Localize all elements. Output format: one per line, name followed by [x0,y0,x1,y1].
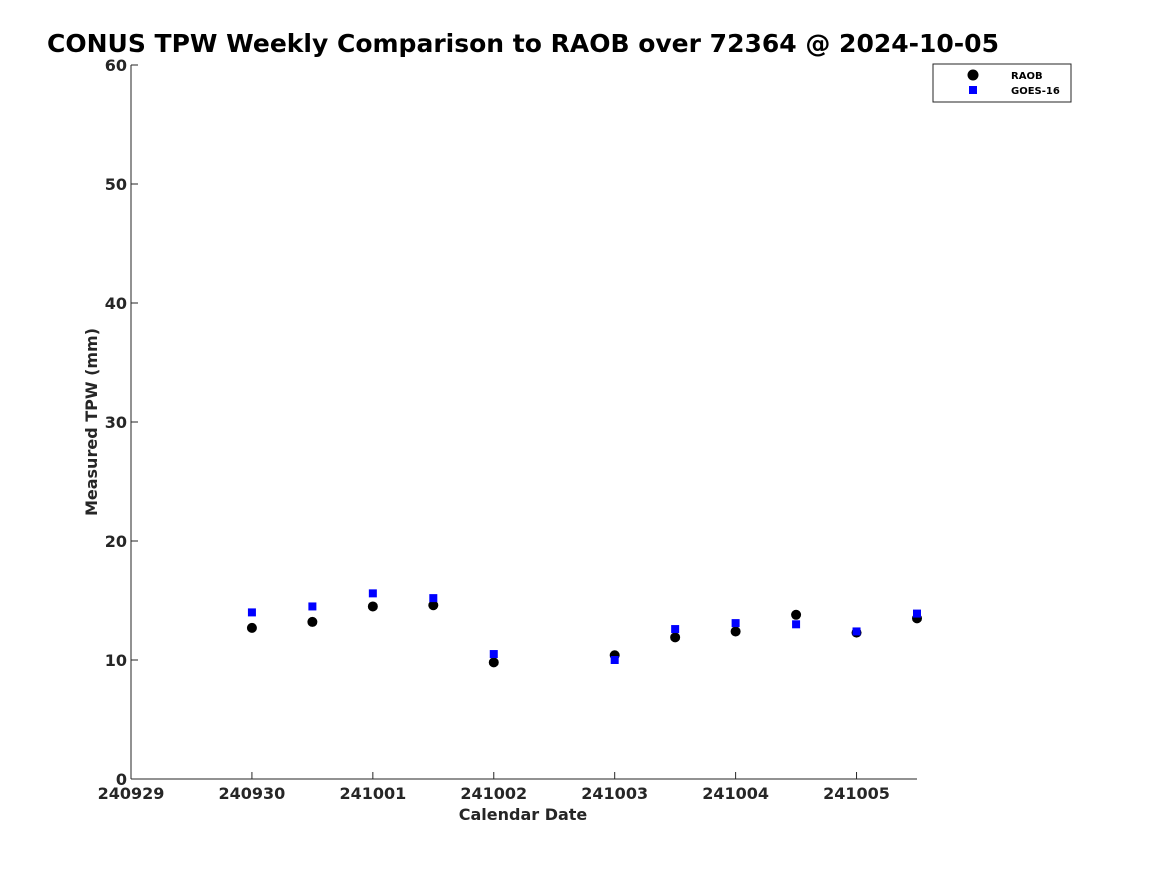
raob-point [428,600,439,611]
y-tick-label: 50 [105,175,127,194]
y-tick-label: 60 [105,56,127,75]
plot-axes [130,65,917,780]
chart-title: CONUS TPW Weekly Comparison to RAOB over… [47,29,999,58]
x-tick-label: 241002 [460,784,527,803]
x-tick-label: 240930 [219,784,286,803]
x-tick-label: 241005 [823,784,890,803]
goes-16-point [671,625,680,634]
y-tick-label: 30 [105,413,127,432]
x-tick-label: 240929 [98,784,165,803]
raob-point [730,626,741,637]
goes-16-point [610,656,619,664]
x-tick-label: 241004 [702,784,769,803]
goes-16-point [913,609,921,618]
x-axis-label: Calendar Date [459,805,588,824]
y-tick-label: 40 [105,294,127,313]
raob-point [670,632,681,643]
legend-goes16-label: GOES-16 [1011,86,1060,97]
data-points [246,589,922,668]
raob-point [488,657,499,668]
raob-point [246,622,257,633]
goes-16-point [852,627,861,636]
legend-raob-label: RAOB [1011,71,1043,82]
goes-16-point [247,608,256,617]
legend-goes16-marker [969,86,977,94]
goes-16-point [429,594,438,603]
goes-16-point [731,619,740,628]
y-tick-label: 20 [105,532,127,551]
axis-ticks: 0 10 20 30 40 50 60 240929 240930 241001 241002 241… [98,56,890,803]
goes-16-point [368,589,377,598]
goes-16-point [489,650,498,659]
goes-16-point [792,620,801,629]
y-axis-label: Measured TPW (mm) [82,328,101,516]
legend-box [932,63,1072,103]
x-tick-label: 241003 [581,784,648,803]
raob-point [791,609,802,620]
y-tick-label: 10 [105,651,127,670]
legend-raob-marker [967,69,979,81]
x-tick-label: 241001 [339,784,406,803]
y-tick-label: 0 [116,770,127,789]
raob-point [367,601,378,612]
chart-legend: RAOB GOES-16 [932,63,1072,103]
raob-point [307,616,318,627]
goes-16-point [308,602,317,611]
